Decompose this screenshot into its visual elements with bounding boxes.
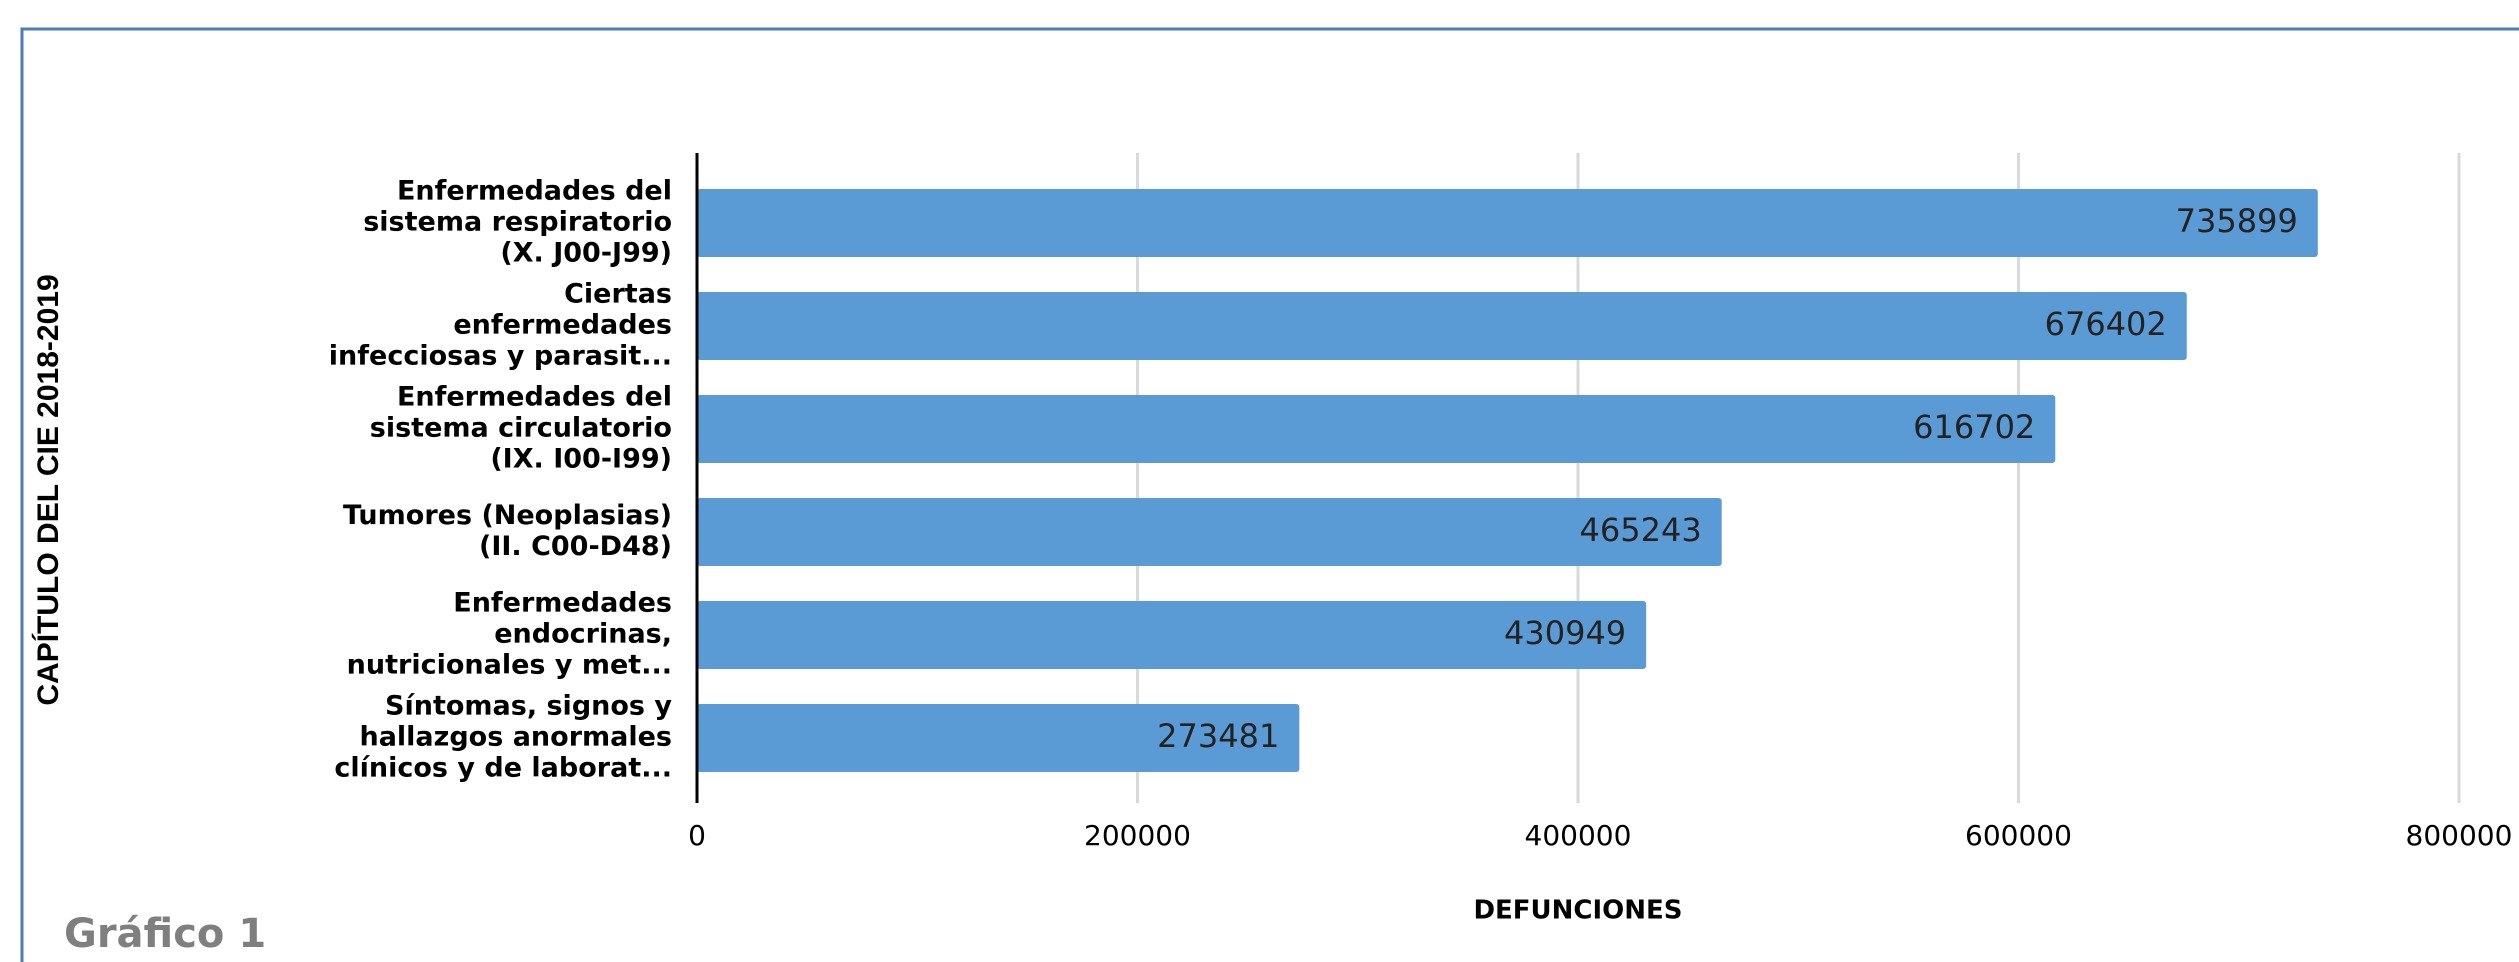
bar xyxy=(697,292,2187,360)
y-tick-label: endocrinas, xyxy=(494,619,672,650)
bar xyxy=(697,498,1722,566)
y-tick-label: (X. J00-J99) xyxy=(500,238,672,269)
frame xyxy=(20,27,2519,962)
value-label: 616702 xyxy=(1913,408,2035,446)
x-axis-label: DEFUNCIONES xyxy=(1473,896,1682,926)
y-tick-label: hallazgos anormales xyxy=(359,722,672,753)
y-tick-label: sistema respiratorio xyxy=(363,207,672,238)
y-tick-label: enfermedades xyxy=(453,310,672,341)
y-tick-label: Ciertas xyxy=(564,279,672,310)
y-tick-label: Tumores (Neoplasias) xyxy=(343,500,672,531)
x-tick-label: 0 xyxy=(688,819,706,852)
value-label: 676402 xyxy=(2045,305,2167,343)
bar xyxy=(697,189,2318,257)
y-tick-label: Enfermedades xyxy=(453,588,672,619)
y-tick-label: infecciosas y parasit... xyxy=(329,341,672,372)
x-tick-label: 400000 xyxy=(1525,819,1632,852)
bar xyxy=(697,704,1300,772)
value-label: 735899 xyxy=(2176,202,2298,240)
value-label: 273481 xyxy=(1157,717,1279,755)
value-label: 465243 xyxy=(1580,511,1702,549)
bar xyxy=(697,601,1647,669)
caption: Gráfico 1 xyxy=(64,911,266,957)
y-tick-label: (II. C00-D48) xyxy=(479,531,672,562)
x-tick-label: 800000 xyxy=(2406,819,2513,852)
value-label: 430949 xyxy=(1504,614,1626,652)
x-tick-label: 600000 xyxy=(1965,819,2072,852)
y-tick-label: Síntomas, signos y xyxy=(385,691,672,722)
x-tick-label: 200000 xyxy=(1084,819,1191,852)
y-axis-label: CAPÍTULO DEL CIE 2018-2019 xyxy=(31,274,65,705)
y-tick-label: (IX. I00-I99) xyxy=(490,444,672,475)
bar xyxy=(697,395,2056,463)
y-tick-label: clínicos y de laborat... xyxy=(334,753,672,784)
y-tick-label: nutricionales y met... xyxy=(347,650,672,681)
y-tick-label: Enfermedades del xyxy=(397,382,672,413)
y-tick-label: sistema circulatorio xyxy=(370,413,672,444)
y-tick-label: Enfermedades del xyxy=(397,176,672,207)
